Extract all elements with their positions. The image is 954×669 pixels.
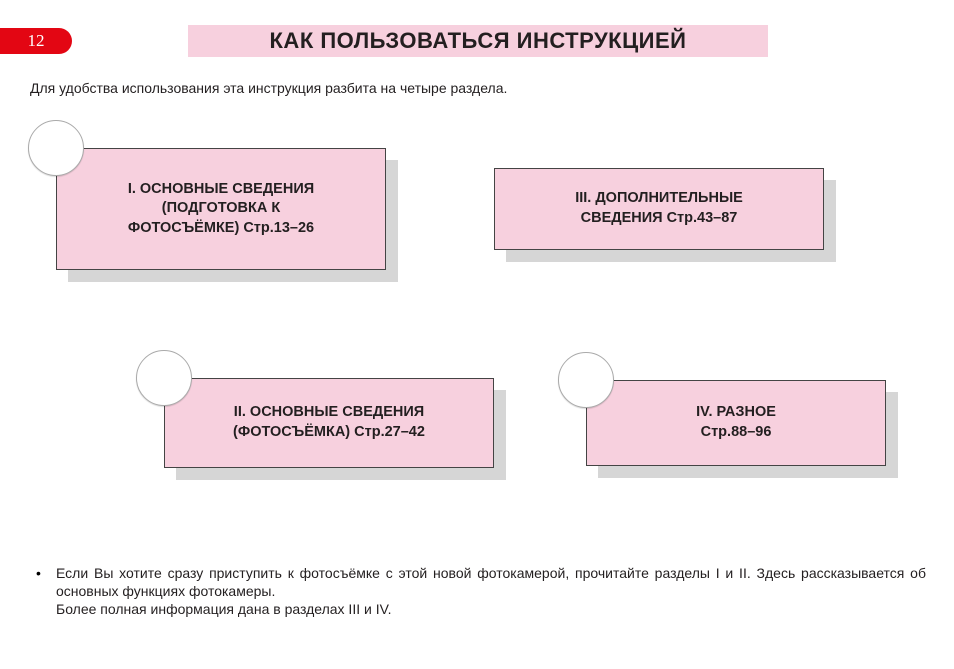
section-card-4: IV. РАЗНОЕ Стр.88–96 <box>586 380 886 466</box>
card-text: I. ОСНОВНЫЕ СВЕДЕНИЯ (ПОДГОТОВКА К ФОТОС… <box>128 180 314 239</box>
card-body: I. ОСНОВНЫЕ СВЕДЕНИЯ (ПОДГОТОВКА К ФОТОС… <box>56 148 386 270</box>
card-line2: (ПОДГОТОВКА К <box>128 199 314 219</box>
note-line2: Более полная информация дана в разделах … <box>56 601 392 617</box>
lens-icon <box>558 352 614 408</box>
footer-note: Если Вы хотите сразу приступить к фотосъ… <box>56 564 926 619</box>
section-card-3: III. ДОПОЛНИТЕЛЬНЫЕ СВЕДЕНИЯ Стр.43–87 <box>494 168 824 250</box>
lens-icon <box>136 350 192 406</box>
card-body: III. ДОПОЛНИТЕЛЬНЫЕ СВЕДЕНИЯ Стр.43–87 <box>494 168 824 250</box>
card-line3: ФОТОСЪЁМКЕ) Стр.13–26 <box>128 219 314 239</box>
card-line2: (ФОТОСЪЁМКА) Стр.27–42 <box>233 423 425 443</box>
page-number-badge: 12 <box>0 28 72 54</box>
card-text: II. ОСНОВНЫЕ СВЕДЕНИЯ (ФОТОСЪЁМКА) Стр.2… <box>233 403 425 442</box>
card-line1: II. ОСНОВНЫЕ СВЕДЕНИЯ <box>233 403 425 423</box>
card-line1: IV. РАЗНОЕ <box>696 403 776 423</box>
note-line1: Если Вы хотите сразу приступить к фотосъ… <box>56 565 926 599</box>
section-card-2: II. ОСНОВНЫЕ СВЕДЕНИЯ (ФОТОСЪЁМКА) Стр.2… <box>164 378 494 468</box>
page-title: КАК ПОЛЬЗОВАТЬСЯ ИНСТРУКЦИЕЙ <box>188 25 768 57</box>
card-line1: I. ОСНОВНЫЕ СВЕДЕНИЯ <box>128 180 314 200</box>
card-line2: Стр.88–96 <box>696 423 776 443</box>
card-text: IV. РАЗНОЕ Стр.88–96 <box>696 403 776 442</box>
cards-area: I. ОСНОВНЫЕ СВЕДЕНИЯ (ПОДГОТОВКА К ФОТОС… <box>28 130 928 500</box>
card-body: IV. РАЗНОЕ Стр.88–96 <box>586 380 886 466</box>
card-text: III. ДОПОЛНИТЕЛЬНЫЕ СВЕДЕНИЯ Стр.43–87 <box>575 189 743 228</box>
card-line2: СВЕДЕНИЯ Стр.43–87 <box>575 209 743 229</box>
intro-text: Для удобства использования эта инструкци… <box>30 80 507 96</box>
lens-icon <box>28 120 84 176</box>
card-line1: III. ДОПОЛНИТЕЛЬНЫЕ <box>575 189 743 209</box>
note-bullet: • <box>36 565 41 581</box>
card-body: II. ОСНОВНЫЕ СВЕДЕНИЯ (ФОТОСЪЁМКА) Стр.2… <box>164 378 494 468</box>
section-card-1: I. ОСНОВНЫЕ СВЕДЕНИЯ (ПОДГОТОВКА К ФОТОС… <box>56 148 386 270</box>
